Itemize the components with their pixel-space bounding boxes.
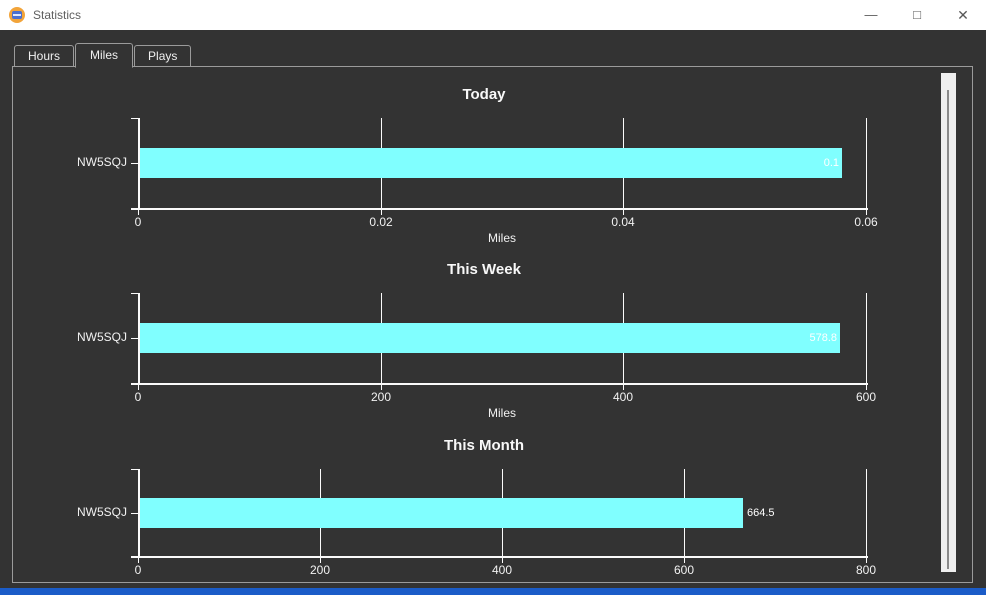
x-tick-0-2 [623,210,624,215]
window-title: Statistics [33,8,82,22]
y-axis-top-tick-1 [131,293,138,294]
x-tick-2-4 [866,558,867,563]
gridline-0-3 [866,118,867,208]
category-tick-1 [131,338,138,339]
y-axis-0 [138,118,140,208]
close-button[interactable]: ✕ [957,7,969,23]
x-tick-label-0-3: 0.06 [854,215,878,229]
x-axis-title-0: Miles [487,231,516,245]
y-axis-top-tick-0 [131,118,138,119]
x-tick-1-2 [623,385,624,390]
x-tick-1-3 [866,385,867,390]
x-axis-2 [131,556,868,558]
x-tick-label-0-0: 0 [134,215,142,229]
minimize-button[interactable]: — [864,7,878,22]
x-tick-2-3 [684,558,685,563]
bar-value-label-2: 664.5 [747,507,775,519]
maximize-button[interactable]: □ [913,7,921,22]
tab-miles[interactable]: Miles [75,43,134,68]
x-tick-2-2 [502,558,503,563]
x-tick-label-1-0: 0 [134,390,142,404]
x-tick-label-0-2: 0.04 [611,215,635,229]
chart-title-2: This Month [444,437,524,454]
bar-value-label-1: 578.8 [809,332,837,344]
x-tick-label-2-0: 0 [134,563,142,577]
x-tick-1-0 [138,385,139,390]
data-bar-1: 578.8 [140,323,840,353]
category-tick-0 [131,163,138,164]
x-tick-0-3 [866,210,867,215]
gridline-2-4 [866,469,867,556]
window-controls: — □ ✕ [848,0,986,30]
x-tick-label-2-4: 800 [855,563,877,577]
x-tick-label-1-2: 400 [612,390,634,404]
x-tick-1-1 [381,385,382,390]
x-tick-label-1-3: 600 [855,390,877,404]
x-tick-label-2-3: 600 [673,563,695,577]
bottom-accent-strip [0,588,986,595]
app-icon-card [12,11,22,19]
x-tick-label-1-1: 200 [370,390,392,404]
x-axis-0 [131,208,868,210]
title-bar: Statistics — □ ✕ [0,0,986,30]
chart-title-1: This Week [447,261,521,278]
category-label-0: NW5SQJ [76,155,127,169]
x-axis-title-1: Miles [487,406,516,420]
category-tick-2 [131,513,138,514]
category-label-2: NW5SQJ [76,505,127,519]
data-bar-2 [140,498,743,528]
x-tick-label-2-2: 400 [491,563,513,577]
x-axis-1 [131,383,868,385]
tab-hours[interactable]: Hours [14,45,75,67]
x-tick-0-1 [381,210,382,215]
chart-title-0: Today [462,86,506,103]
x-tick-2-0 [138,558,139,563]
category-label-1: NW5SQJ [76,330,127,344]
x-tick-label-0-1: 0.02 [369,215,393,229]
charts-area: Today NW5SQJ 0.1 0 0.02 0.04 0.06 Miles This Wee… [13,67,970,580]
vertical-scrollbar[interactable] [941,73,956,572]
scrollbar-thumb[interactable] [947,90,949,569]
x-tick-2-1 [320,558,321,563]
y-axis-1 [138,293,140,383]
tab-plays[interactable]: Plays [134,45,192,67]
y-axis-top-tick-2 [131,469,138,470]
data-bar-0: 0.1 [140,148,842,178]
bar-value-label-0: 0.1 [823,157,839,169]
x-tick-label-2-1: 200 [309,563,331,577]
x-tick-0-0 [138,210,139,215]
tab-strip: Hours Miles Plays [14,43,192,68]
tab-panel: Today NW5SQJ 0.1 0 0.02 0.04 0.06 Miles This Wee… [12,66,973,583]
app-icon [9,7,25,23]
gridline-1-3 [866,293,867,383]
y-axis-2 [138,469,140,556]
